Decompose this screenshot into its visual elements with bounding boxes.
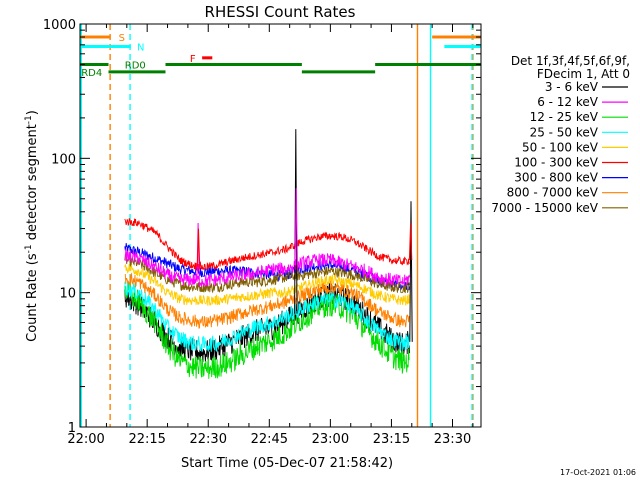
axes: 22:00 22:15 22:30 22:45 23:00 23:15 23:30 1 10 10…: [43, 18, 481, 447]
y-axis-label: Count Rate (s-1 detector segment-1): [24, 110, 40, 342]
plot-frame: [79, 23, 482, 428]
orbit-markers: [80, 24, 474, 427]
series-line: [124, 248, 411, 288]
legend-entry-label: 25 - 50 keV: [530, 125, 599, 139]
series-line: [124, 282, 411, 363]
legend-entry-label: 12 - 25 keV: [530, 110, 599, 124]
series-spike: [408, 222, 413, 261]
legend-entry-label: 3 - 6 keV: [545, 80, 599, 94]
legend: Det 1f,3f,4f,5f,6f,9f,FDecim 1, Att 03 -…: [491, 54, 630, 215]
x-tick-label: 23:15: [373, 432, 410, 447]
annotation-label: S: [119, 33, 125, 44]
legend-header: FDecim 1, Att 0: [537, 67, 630, 81]
series-line: [124, 217, 410, 271]
series-line: [124, 272, 411, 329]
y-tick-label: 10: [59, 287, 76, 302]
annotation-label: N: [137, 42, 144, 53]
x-tick-label: 22:30: [190, 432, 227, 447]
footer-timestamp: 17-Oct-2021 01:06: [560, 468, 636, 477]
series-lines: [124, 129, 413, 379]
series-spike: [196, 228, 201, 267]
legend-entry-label: 50 - 100 keV: [522, 140, 599, 154]
annotation-label: F: [190, 54, 196, 65]
legend-entry-label: 800 - 7000 keV: [507, 186, 599, 200]
series-line: [124, 253, 411, 294]
y-tick-label: 1: [68, 421, 76, 436]
legend-entry-label: 300 - 800 keV: [514, 171, 598, 185]
attenuator-annotations: S N F RD0 RD4: [80, 33, 481, 79]
series-line: [124, 263, 411, 306]
legend-entry-label: 100 - 300 keV: [514, 156, 598, 170]
x-axis-label: Start Time (05-Dec-07 21:58:42): [181, 456, 393, 471]
series-line: [124, 281, 411, 352]
x-tick-label: 22:45: [251, 432, 288, 447]
x-tick-label: 23:00: [312, 432, 349, 447]
legend-entry-label: 6 - 12 keV: [537, 95, 599, 109]
series-spike: [409, 201, 413, 342]
series-spike: [294, 188, 298, 266]
legend-entry-label: 7000 - 15000 keV: [491, 201, 598, 215]
y-tick-label: 1000: [43, 18, 76, 33]
series-line: [124, 281, 410, 379]
annotation-label: RD4: [81, 68, 102, 79]
annotation-label: RD0: [125, 60, 146, 71]
legend-header: Det 1f,3f,4f,5f,6f,9f,: [511, 54, 630, 68]
x-tick-label: 23:30: [434, 432, 471, 447]
x-tick-label: 22:15: [128, 432, 165, 447]
y-tick-label: 100: [51, 152, 76, 167]
chart-title: RHESSI Count Rates: [205, 3, 356, 21]
x-tick-label: 22:00: [67, 432, 104, 447]
